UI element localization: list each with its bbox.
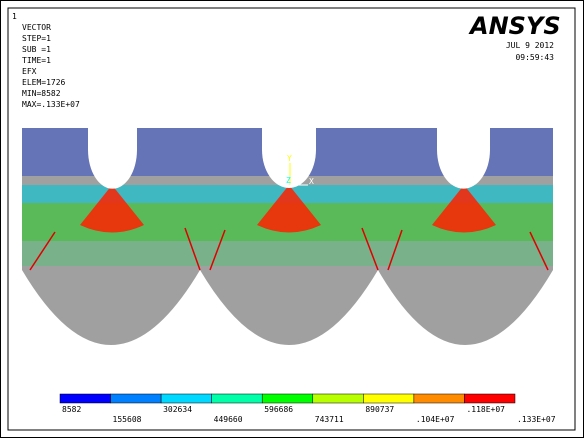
legend-label: 8582: [62, 405, 81, 414]
legend: 8582 155608 302634 449660 596686 743711 890737…: [59, 393, 556, 424]
legend-swatch: [464, 393, 516, 404]
legend-label: 155608: [113, 415, 142, 424]
window-number: 1: [12, 12, 17, 21]
legend-swatch: [211, 393, 263, 404]
legend-swatch: [363, 393, 415, 404]
triad-label: X: [309, 177, 314, 186]
info-line: MAX=.133E+07: [22, 100, 80, 109]
legend-label: .118E+07: [466, 405, 505, 414]
legend-swatch: [59, 393, 111, 404]
hot-zone: [80, 185, 144, 233]
info-block: VECTOR STEP=1 SUB =1 TIME=1 EFX ELEM=1726 MIN=…: [22, 23, 80, 109]
info-line: SUB =1: [22, 45, 51, 54]
info-line: MIN=8582: [22, 89, 61, 98]
info-line: ELEM=1726: [22, 78, 66, 87]
vector-band: [22, 241, 553, 266]
hot-zone: [257, 185, 321, 233]
date: JUL 9 2012: [506, 41, 554, 50]
triad: Y X Z: [286, 154, 314, 186]
time: 09:59:43: [515, 53, 554, 62]
legend-swatch: [312, 393, 364, 404]
legend-label: 890737: [365, 405, 394, 414]
legend-swatch: [160, 393, 212, 404]
legend-label: .104E+07: [416, 415, 455, 424]
legend-label: 302634: [163, 405, 192, 414]
vectors: [29, 227, 549, 271]
info-line: VECTOR: [22, 23, 51, 32]
legend-label: 743711: [315, 415, 344, 424]
info-line: TIME=1: [22, 56, 51, 65]
logo: ANSYS: [468, 12, 561, 40]
legend-label: .133E+07: [517, 415, 556, 424]
hot-zone: [432, 185, 496, 233]
legend-label: 449660: [214, 415, 243, 424]
info-line: EFX: [22, 67, 37, 76]
legend-swatch: [413, 393, 465, 404]
legend-swatch: [261, 393, 314, 404]
info-line: STEP=1: [22, 34, 51, 43]
legend-swatch: [110, 393, 162, 404]
triad-label: Z: [286, 176, 291, 185]
plot-frame: [7, 7, 576, 431]
triad-label: Y: [287, 154, 292, 163]
legend-label: 596686: [264, 405, 293, 414]
